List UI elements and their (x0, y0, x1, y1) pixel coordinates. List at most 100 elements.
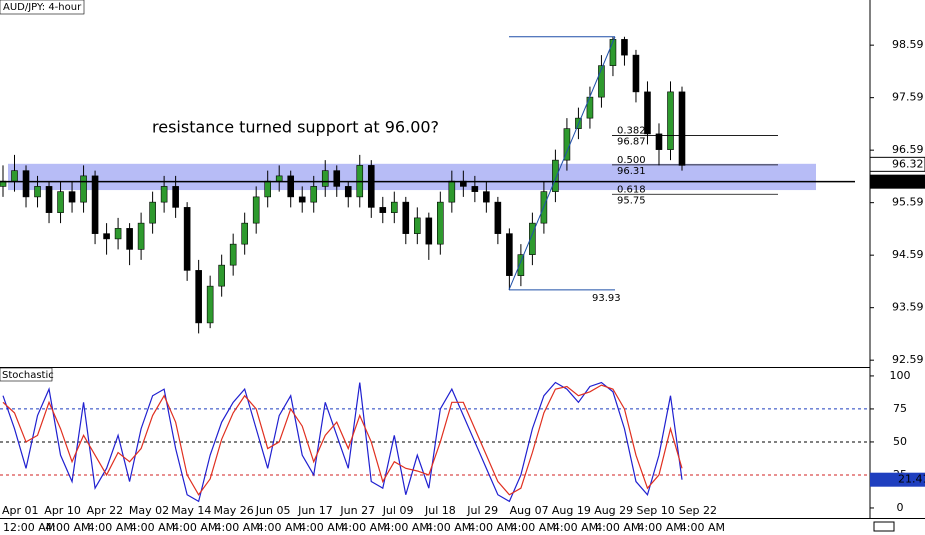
candle-body (80, 175, 87, 203)
y-tick-label: 50 (893, 435, 907, 448)
x-tick-label: Apr 22 (87, 504, 124, 517)
price-badge-label: 96.32 (892, 157, 924, 170)
y-tick-label: 95.59 (892, 196, 924, 209)
candle-body (57, 191, 64, 213)
x-tick-label: Apr 01 (2, 504, 39, 517)
stoch-title-box (0, 367, 53, 382)
x-tick-label: Jul 29 (466, 504, 498, 517)
candle-body (149, 201, 156, 224)
candle-body (379, 207, 387, 213)
candle-body (425, 217, 433, 245)
fib-ratio: 0.618 (617, 184, 646, 195)
x-time-label: 4:00 AM (553, 521, 598, 534)
stoch-title: Stochastic (2, 370, 54, 381)
candle-body (206, 285, 214, 324)
candle-body (264, 180, 271, 198)
title-box (0, 0, 85, 15)
candle-body (310, 186, 318, 203)
candle-body (678, 91, 686, 166)
fib-price: 95.75 (617, 195, 646, 206)
candle-body (414, 217, 421, 234)
scroll-icon (873, 521, 895, 532)
candle-body (552, 159, 559, 192)
stoch-line (2, 384, 683, 496)
x-tick-label: Aug 19 (552, 504, 591, 517)
candle-body (437, 201, 444, 245)
candle-body (483, 191, 490, 203)
x-tick-label: Jul 18 (424, 504, 456, 517)
x-time-label: 4:00 AM (88, 521, 133, 534)
candle-body (644, 91, 651, 135)
candle-body (494, 201, 502, 234)
support-badge (870, 174, 925, 189)
x-tick-label: May 02 (129, 504, 169, 517)
x-time-label: 4:00 AM (257, 521, 302, 534)
y-tick-label: 92.59 (892, 353, 924, 366)
x-tick-label: Sep 10 (637, 504, 675, 517)
x-tick-label: May 26 (214, 504, 254, 517)
x-time-label: 4:00 AM (680, 521, 725, 534)
y-tick-label: 94.59 (892, 248, 924, 261)
candle-body (655, 133, 663, 150)
y-tick-label: 75 (893, 402, 907, 415)
support-badge-label: 95.99 (892, 175, 924, 188)
x-tick-label: Jun 27 (339, 504, 375, 517)
support-zone (8, 163, 816, 191)
x-time-label: 4:00 AM (172, 521, 217, 534)
y-tick-label: 93.59 (892, 301, 924, 314)
price-badge (869, 156, 925, 172)
x-time-label: 4:00 AM (426, 521, 471, 534)
x-time-label: 4:00 AM (638, 521, 683, 534)
x-time-label: 4:00 AM (45, 521, 90, 534)
y-tick-label: 98.59 (892, 38, 924, 51)
candle-body (195, 270, 202, 324)
x-time-label: 4:00 AM (299, 521, 344, 534)
stoch-badge-label: 21.41 (898, 473, 925, 486)
x-time-label: 4:00 AM (130, 521, 175, 534)
candle-body (517, 254, 525, 276)
x-time-label: 4:00 AM (595, 521, 640, 534)
candle-body (91, 175, 99, 234)
candle-body (632, 54, 640, 93)
candle-body (103, 233, 110, 240)
candle-body (344, 186, 352, 198)
candle-body (183, 207, 191, 271)
x-tick-label: Apr 10 (44, 504, 81, 517)
x-tick-label: May 14 (171, 504, 211, 517)
candle-body (448, 180, 456, 203)
candle-body (241, 222, 248, 245)
fib-price: 96.87 (617, 136, 646, 147)
x-tick-label: Aug 29 (594, 504, 633, 517)
x-time-label: 4:00 AM (384, 521, 429, 534)
x-tick-label: Sep 22 (679, 504, 717, 517)
chart-title: AUD/JPY: 4-hour (3, 2, 82, 13)
y-tick-label: 0 (897, 501, 904, 514)
x-time-label: 4:00 AM (215, 521, 260, 534)
x-tick-label: Jul 09 (382, 504, 414, 517)
x-time-label: 12:00 AM (3, 521, 55, 534)
candle-body (160, 186, 168, 203)
stoch-line (2, 381, 683, 503)
candle-body (126, 228, 133, 250)
fib-price: 96.31 (617, 166, 646, 177)
candle-body (367, 165, 375, 208)
candle-body (621, 39, 628, 56)
fib-ratio: 0.382 (617, 125, 646, 136)
candle-body (287, 175, 295, 198)
stoch-badge (870, 472, 925, 487)
candle-body (529, 222, 536, 255)
candle-body (471, 186, 479, 192)
candle-body (333, 170, 341, 187)
x-tick-label: Jun 05 (255, 504, 291, 517)
candle-body (11, 170, 18, 182)
x-time-label: 4:00 AM (511, 521, 556, 534)
candle-body (114, 228, 122, 240)
candle-body (275, 175, 283, 182)
candle-body (506, 233, 513, 276)
candle-body (667, 91, 674, 150)
candle-body (45, 186, 53, 213)
x-tick-label: Aug 07 (510, 504, 549, 517)
candle-body (22, 170, 30, 198)
y-tick-label: 100 (890, 369, 911, 382)
